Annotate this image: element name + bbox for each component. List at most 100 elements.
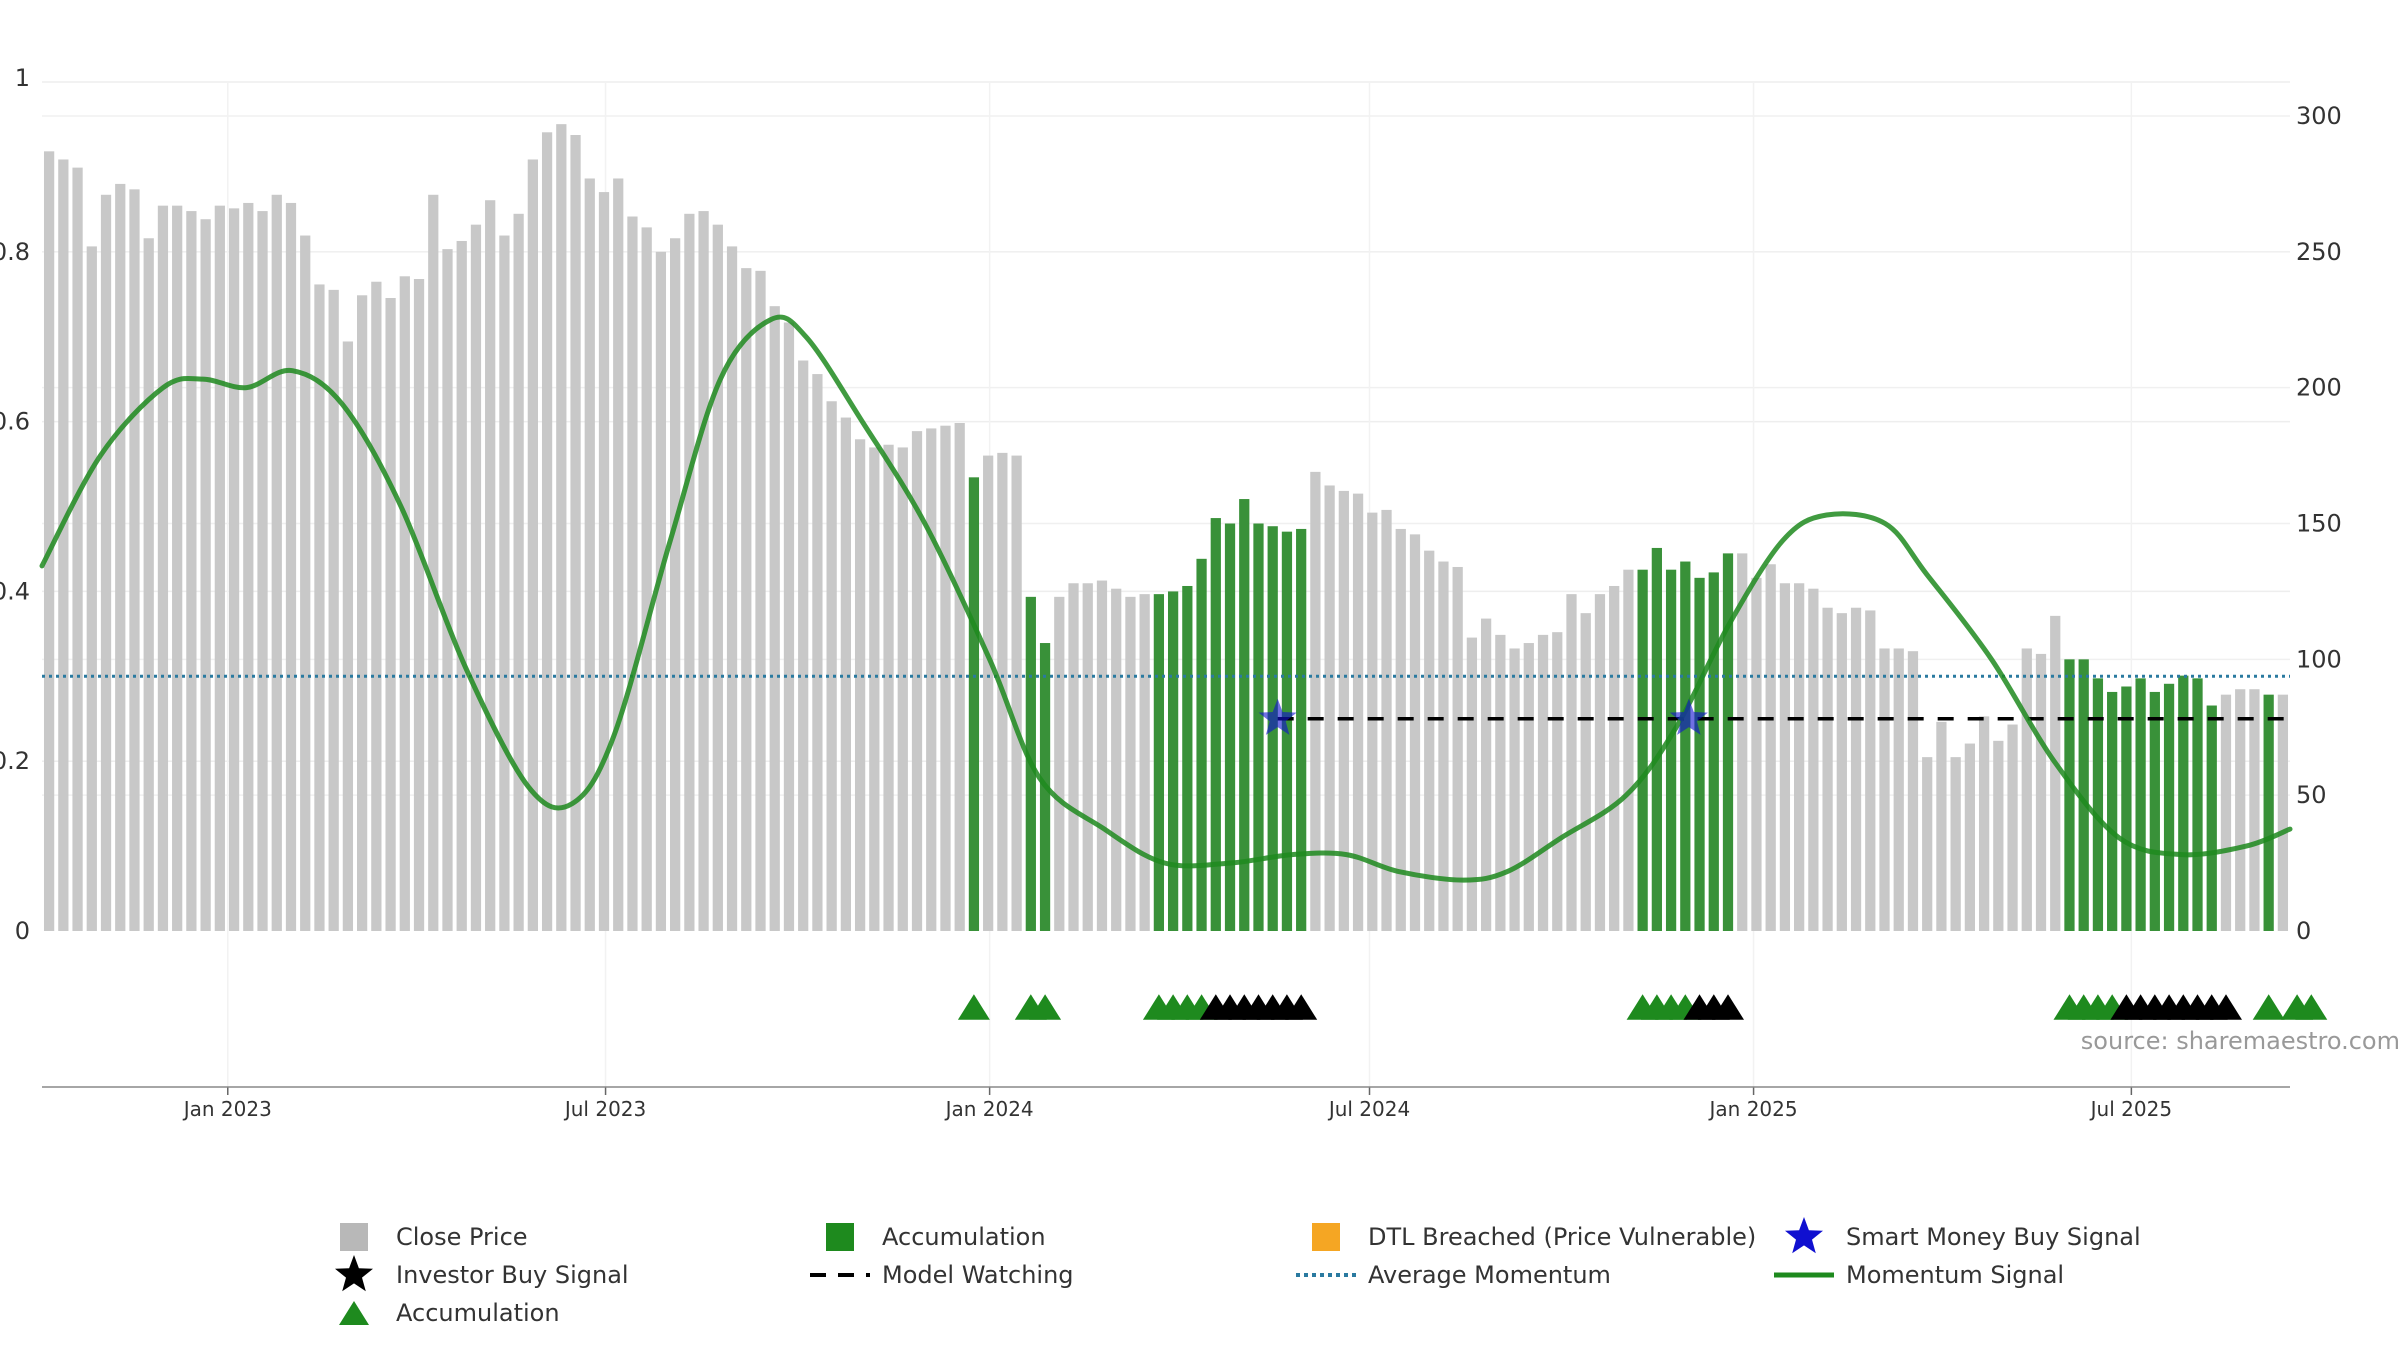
smart-money-buy-star [1669, 698, 1708, 735]
accumulation-bar [1694, 577, 1705, 931]
accumulation-bar [2064, 659, 2075, 931]
legend-label: Accumulation [882, 1223, 1046, 1251]
accumulation-bar [1182, 585, 1193, 931]
close-price-bar [1993, 740, 2004, 931]
close-price-bar [1808, 588, 1819, 931]
close-price-bar [72, 167, 83, 931]
legend-item: Model Watching [810, 1261, 1074, 1289]
accumulation-bar [2163, 683, 2175, 931]
close-price-bar [869, 447, 880, 931]
close-price-bar [527, 159, 538, 931]
legend-star-icon [1785, 1217, 1823, 1254]
close-price-bar [613, 178, 624, 931]
close-price-bar [940, 425, 951, 931]
legend-label: DTL Breached (Price Vulnerable) [1368, 1223, 1756, 1251]
close-price-bar [1566, 594, 1577, 931]
close-price-bar [2050, 615, 2061, 931]
accumulation-bar [1153, 594, 1165, 931]
accumulation-bar [1296, 528, 1307, 931]
close-price-bar [43, 151, 55, 932]
close-price-bar [783, 322, 795, 931]
accumulation-bar [2192, 678, 2203, 931]
accumulation-bar [1722, 553, 1734, 931]
y-right-tick-label: 50 [2296, 781, 2327, 809]
y-left-tick-label: 0.8 [0, 238, 30, 266]
close-price-bar [1409, 534, 1421, 931]
close-price-bar [58, 159, 69, 931]
legend-label: Model Watching [882, 1261, 1074, 1289]
legend-label: Momentum Signal [1846, 1261, 2064, 1289]
close-price-bar [172, 205, 183, 931]
legend-label: Investor Buy Signal [396, 1261, 629, 1289]
close-price-bar [1438, 561, 1449, 931]
close-price-bar [1978, 716, 1990, 931]
close-price-bar [157, 205, 169, 931]
close-price-bar [798, 360, 809, 931]
close-price-bar [641, 227, 652, 932]
y-right-tick-label: 300 [2296, 102, 2342, 130]
close-price-bar [1381, 509, 1392, 931]
accumulation-bar [1224, 523, 1236, 931]
legend-item: Accumulation [339, 1299, 560, 1327]
y-right-tick-label: 200 [2296, 374, 2342, 402]
investor-buy-triangle [2210, 994, 2242, 1020]
close-price-bar [1836, 613, 1847, 931]
close-price-bar [1893, 648, 1904, 931]
y-right-tick-label: 150 [2296, 510, 2342, 538]
close-price-bar [1580, 613, 1591, 931]
accumulation-bar [1167, 591, 1179, 931]
legend-square-icon [1312, 1223, 1340, 1251]
close-price-bar [2249, 689, 2260, 931]
legend-triangle-icon [339, 1301, 369, 1325]
accumulation-triangle [1029, 994, 1062, 1020]
close-price-bar [1481, 618, 1492, 931]
close-price-bar [399, 276, 410, 931]
accumulation-bar [1196, 558, 1207, 931]
close-price-bar [541, 132, 553, 932]
close-price-bar [470, 224, 482, 931]
signal-markers [957, 698, 2328, 1020]
close-price-bar [1751, 577, 1762, 931]
close-price-bar [926, 428, 937, 931]
close-price-bar [598, 192, 610, 932]
y-right-tick-label: 100 [2296, 645, 2342, 673]
close-price-bar [1068, 583, 1079, 931]
close-price-bar [769, 306, 780, 932]
close-price-bar [513, 213, 524, 932]
accumulation-bar [1680, 561, 1691, 931]
close-price-bar [1054, 596, 1065, 931]
close-price-bar [698, 211, 709, 932]
close-price-bar [1111, 588, 1122, 931]
close-price-bar [1537, 634, 1549, 931]
accumulation-bar [2206, 705, 2217, 931]
accumulation-triangle [2252, 994, 2285, 1020]
accumulation-bar [1210, 518, 1221, 931]
accumulation-bar [1239, 499, 1250, 931]
accumulation-bar [2149, 691, 2160, 931]
x-tick-label: Jan 2024 [944, 1097, 1034, 1121]
accumulation-bar [2121, 686, 2132, 931]
close-price-bar [1395, 528, 1406, 931]
close-price-bar [684, 213, 695, 932]
accumulation-bar [2078, 659, 2089, 931]
close-price-bar [670, 238, 681, 931]
close-price-bar [257, 211, 268, 932]
close-price-bar [314, 284, 325, 931]
close-price-bar [755, 270, 766, 932]
close-price-bar [100, 194, 112, 932]
close-price-bar [1523, 643, 1534, 931]
close-price-bar [883, 444, 894, 931]
close-price-bar [428, 194, 439, 932]
accumulation-bar [1665, 569, 1677, 931]
accumulation-bar [1253, 523, 1264, 931]
investor-buy-triangle [1285, 994, 1318, 1020]
close-price-bar [300, 235, 311, 932]
close-price-bar [826, 401, 837, 931]
close-price-bar [385, 298, 396, 931]
close-price-bar [2235, 689, 2246, 931]
close-price-bar [1367, 512, 1378, 931]
x-tick-label: Jul 2024 [1327, 1097, 1410, 1121]
accumulation-bar [1708, 572, 1719, 931]
